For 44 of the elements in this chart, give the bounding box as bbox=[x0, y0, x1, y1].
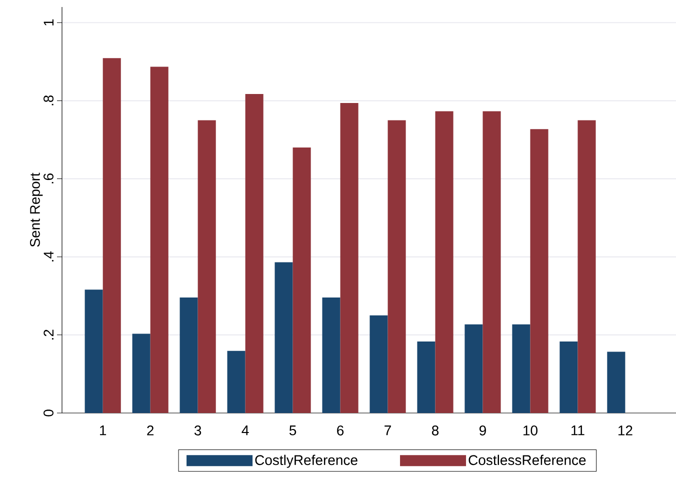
x-tick-label: 3 bbox=[194, 426, 202, 436]
x-tick-label: 8 bbox=[432, 426, 439, 436]
y-tick-label: 0 bbox=[44, 410, 54, 416]
bar bbox=[560, 342, 578, 413]
x-tick-label: 1 bbox=[100, 426, 106, 436]
x-tick-label: 12 bbox=[618, 426, 632, 436]
x-tick-label: 2 bbox=[147, 426, 154, 436]
bar bbox=[274, 262, 293, 413]
bar bbox=[370, 315, 388, 413]
bar bbox=[84, 290, 103, 413]
y-axis-title: Sent Report bbox=[30, 172, 43, 247]
bar bbox=[150, 66, 168, 413]
x-tick-label: 10 bbox=[524, 426, 538, 436]
bar bbox=[482, 111, 501, 413]
bar bbox=[578, 120, 596, 413]
legend-label: CostlyReference bbox=[255, 454, 358, 468]
bar bbox=[607, 352, 626, 413]
bar bbox=[180, 297, 198, 413]
y-tick-label: .4 bbox=[44, 251, 54, 262]
bar bbox=[530, 129, 548, 413]
bar bbox=[102, 58, 121, 413]
bar bbox=[464, 324, 483, 413]
bar bbox=[340, 103, 358, 413]
legend-label: CostlessReference bbox=[468, 454, 586, 466]
bar bbox=[198, 120, 216, 413]
bar bbox=[132, 334, 150, 413]
bar bbox=[388, 120, 406, 413]
y-tick-label: 1 bbox=[44, 19, 54, 26]
x-tick-label: 4 bbox=[242, 426, 249, 436]
x-tick-label: 7 bbox=[384, 426, 391, 436]
bar bbox=[322, 297, 340, 413]
x-tick-label: 5 bbox=[289, 426, 296, 436]
bar bbox=[417, 342, 436, 413]
bar bbox=[435, 111, 454, 413]
y-tick-label: .8 bbox=[44, 95, 54, 106]
x-tick-label: 9 bbox=[480, 426, 486, 436]
bar bbox=[512, 324, 530, 413]
x-tick-label: 11 bbox=[572, 426, 584, 436]
bar bbox=[227, 350, 246, 413]
bar bbox=[292, 148, 311, 413]
y-tick-label: .6 bbox=[44, 174, 54, 184]
y-tick-label: .2 bbox=[44, 330, 54, 340]
x-tick-label: 6 bbox=[337, 426, 344, 436]
bar bbox=[245, 94, 264, 413]
